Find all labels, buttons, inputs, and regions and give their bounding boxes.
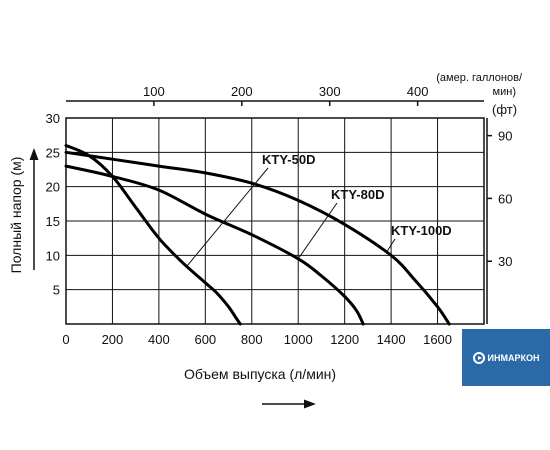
- brand-logo: ИНМАРКОН: [462, 329, 550, 386]
- logo-text: ИНМАРКОН: [487, 352, 540, 363]
- right-axis-tick-label: 90: [498, 129, 512, 144]
- right-axis-unit: (фт): [492, 102, 517, 117]
- x-tick-label: 800: [241, 332, 263, 347]
- series-label-kty-100d: KTY-100D: [391, 223, 452, 238]
- y-axis-arrow: [29, 148, 39, 270]
- top-axis-unit-line1: (амер. галлонов/: [436, 72, 523, 84]
- x-tick-label: 1000: [284, 332, 313, 347]
- y-tick-label: 30: [46, 111, 60, 126]
- series-label-kty-50d: KTY-50D: [262, 152, 315, 167]
- y-axis-ticks: 5 10 15 20 25 30: [46, 111, 60, 298]
- x-tick-label: 200: [102, 332, 124, 347]
- x-tick-label: 1400: [377, 332, 406, 347]
- callout-line-kty-80d: [297, 202, 338, 260]
- y-tick-label: 25: [46, 145, 60, 160]
- top-axis: (амер. галлонов/ мин) 100 200 300 400: [66, 72, 523, 106]
- x-axis-arrow: [262, 399, 316, 409]
- y-tick-label: 15: [46, 214, 60, 229]
- logo-icon: [472, 351, 485, 364]
- series-label-kty-80d: KTY-80D: [331, 187, 384, 202]
- callout-line-kty-50d: [186, 167, 269, 267]
- top-axis-tick-label: 300: [319, 84, 341, 99]
- curve-kty-50d: [64, 144, 242, 326]
- x-tick-label: 0: [62, 332, 69, 347]
- curve-kty-100d: [64, 150, 451, 326]
- x-axis-ticks: 0 200 400 600 800 1000 1200 1400 1600: [62, 332, 452, 347]
- x-tick-label: 1200: [330, 332, 359, 347]
- y-tick-label: 20: [46, 180, 60, 195]
- right-axis-tick-label: 30: [498, 254, 512, 269]
- top-axis-unit-line2: мин): [493, 86, 516, 98]
- curves: [64, 144, 451, 326]
- callout-line-kty-100d: [386, 238, 396, 253]
- y-tick-label: 10: [46, 248, 60, 263]
- top-axis-tick-label: 200: [231, 84, 253, 99]
- plot-frame: [65, 117, 485, 325]
- right-axis: (фт) 30 60 90: [486, 102, 517, 324]
- x-tick-label: 400: [148, 332, 170, 347]
- curve-kty-80d: [64, 164, 365, 326]
- x-tick-label: 1600: [423, 332, 452, 347]
- y-tick-label: 5: [53, 283, 60, 298]
- right-axis-tick-label: 60: [498, 191, 512, 206]
- x-tick-label: 600: [194, 332, 216, 347]
- grid: [65, 117, 485, 325]
- top-axis-tick-label: 100: [143, 84, 165, 99]
- x-axis-title: Объем выпуска (л/мин): [184, 366, 336, 382]
- y-axis-title: Полный напор (м): [8, 157, 24, 274]
- top-axis-tick-label: 400: [407, 84, 429, 99]
- series-callouts: KTY-50D KTY-80D KTY-100D: [186, 152, 452, 267]
